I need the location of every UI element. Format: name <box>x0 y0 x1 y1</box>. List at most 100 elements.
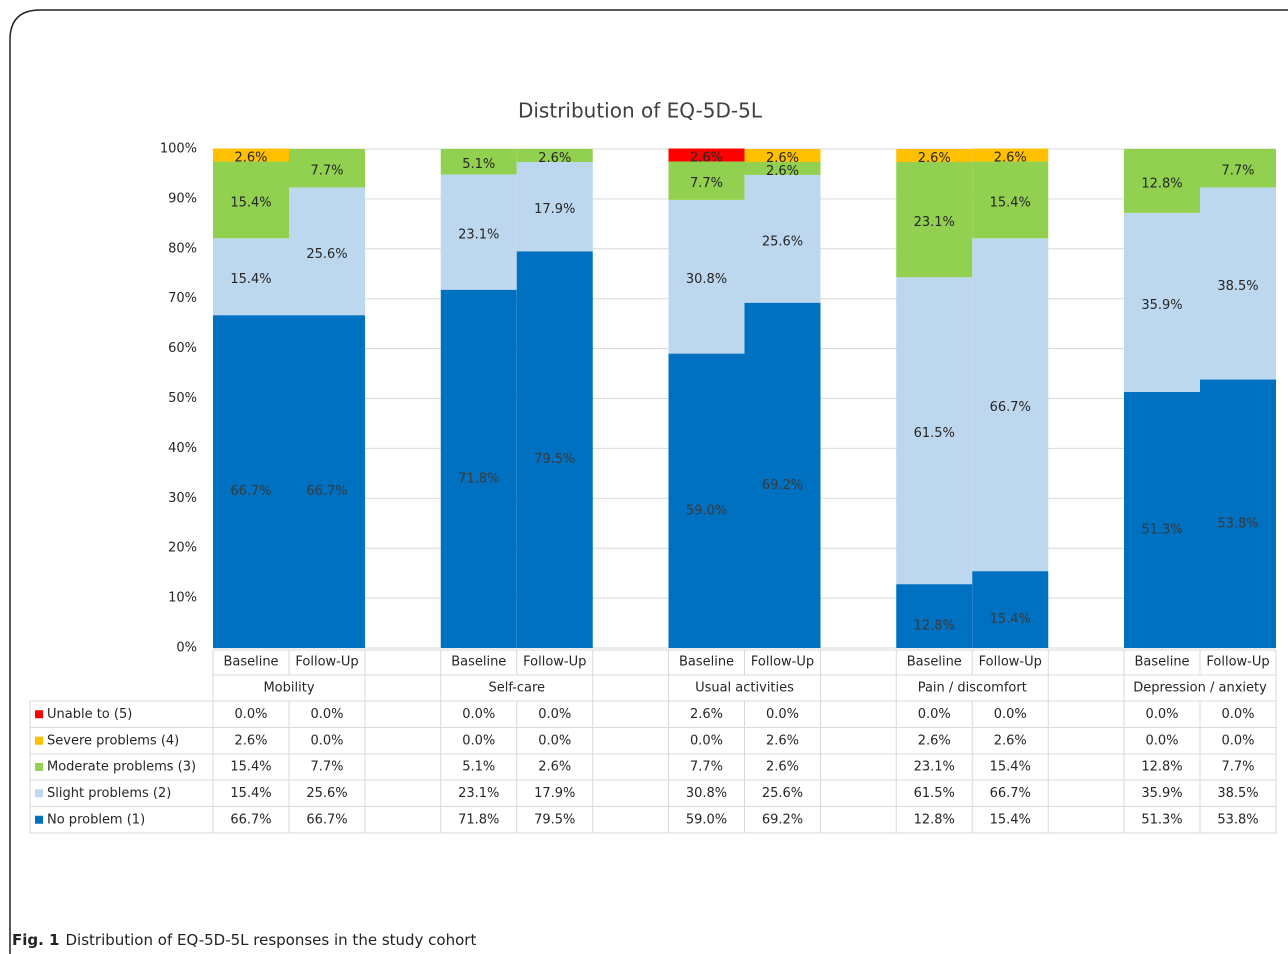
table-cell: 61.5% <box>914 786 955 801</box>
data-label: 7.7% <box>1221 164 1254 179</box>
bar-segment <box>1200 379 1276 648</box>
bar-segment <box>972 238 1049 572</box>
table-cell: 51.3% <box>1141 812 1182 827</box>
data-label: 7.7% <box>310 164 343 179</box>
data-label: 38.5% <box>1217 279 1258 294</box>
table-cell: 25.6% <box>306 786 347 801</box>
data-label: 2.6% <box>994 150 1027 165</box>
bar-segment <box>744 302 821 648</box>
table-cell: 12.8% <box>914 812 955 827</box>
table-cell: 0.0% <box>538 707 571 722</box>
data-label: 12.8% <box>1141 176 1182 191</box>
bar-segment <box>896 277 973 585</box>
group-label: Usual activities <box>695 681 794 696</box>
data-label: 71.8% <box>458 471 499 486</box>
legend-label: Slight problems (2) <box>47 786 171 801</box>
data-label: 69.2% <box>762 478 803 493</box>
table-cell: 79.5% <box>534 812 575 827</box>
bar-segment <box>1124 392 1200 648</box>
data-label: 35.9% <box>1141 298 1182 313</box>
table-cell: 59.0% <box>686 812 727 827</box>
bar-segment <box>744 149 821 162</box>
table-cell: 30.8% <box>686 786 727 801</box>
table-cell: 0.0% <box>310 733 343 748</box>
y-tick-label: 60% <box>168 341 197 356</box>
table-cell: 66.7% <box>230 812 271 827</box>
table-cell: 38.5% <box>1217 786 1258 801</box>
data-label: 15.4% <box>990 195 1031 210</box>
legend-swatch <box>35 789 43 798</box>
bar-segment <box>972 161 1049 239</box>
bar-segment <box>1124 149 1200 213</box>
table-cell: 7.7% <box>690 760 723 775</box>
data-label: 30.8% <box>686 272 727 287</box>
y-tick-label: 10% <box>168 591 197 606</box>
table-cell: 7.7% <box>1221 760 1254 775</box>
table-cell: 0.0% <box>766 707 799 722</box>
data-label: 79.5% <box>534 452 575 467</box>
y-tick-label: 80% <box>168 241 197 256</box>
table-cell: 2.6% <box>918 733 951 748</box>
data-label: 53.8% <box>1217 516 1258 531</box>
caption-label: Fig. 1 <box>12 931 59 949</box>
x-tick-label: Follow-Up <box>523 655 586 670</box>
table-cell: 25.6% <box>762 786 803 801</box>
data-label: 66.7% <box>306 484 347 499</box>
frame <box>9 9 1288 954</box>
legend-label: Unable to (5) <box>47 707 132 722</box>
legend-swatch <box>35 736 43 745</box>
bar-segment <box>213 161 289 239</box>
table-cell: 0.0% <box>310 707 343 722</box>
data-label: 66.7% <box>230 484 271 499</box>
data-label: 2.6% <box>918 151 951 166</box>
x-tick-label: Baseline <box>679 655 734 670</box>
data-label: 2.6% <box>766 164 799 179</box>
data-label: 25.6% <box>762 234 803 249</box>
bar-segment <box>516 161 593 252</box>
data-label: 15.4% <box>990 612 1031 627</box>
legend-label: Moderate problems (3) <box>47 760 196 775</box>
table-cell: 2.6% <box>690 707 723 722</box>
table-cell: 0.0% <box>1221 733 1254 748</box>
data-label: 51.3% <box>1141 523 1182 538</box>
table-cell: 0.0% <box>994 707 1027 722</box>
bar-segment <box>1124 212 1200 393</box>
caption-text: Distribution of EQ-5D-5L responses in th… <box>65 931 476 949</box>
data-label: 15.4% <box>230 272 271 287</box>
y-tick-label: 40% <box>168 441 197 456</box>
table-cell: 69.2% <box>762 812 803 827</box>
table-cell: 53.8% <box>1217 812 1258 827</box>
x-tick-label: Baseline <box>451 655 506 670</box>
table-cell: 66.7% <box>990 786 1031 801</box>
bar-segment <box>668 353 745 648</box>
data-label: 2.6% <box>234 150 267 165</box>
table-cell: 0.0% <box>234 707 267 722</box>
data-label: 61.5% <box>914 426 955 441</box>
y-tick-label: 70% <box>168 291 197 306</box>
bar-segment <box>896 161 973 278</box>
bar-segment <box>516 149 593 162</box>
group-label: Self-care <box>488 681 545 696</box>
data-label: 25.6% <box>306 247 347 262</box>
table-cell: 2.6% <box>766 760 799 775</box>
table-cell: 0.0% <box>462 707 495 722</box>
bar-segment <box>516 251 593 649</box>
group-label: Depression / anxiety <box>1133 681 1267 696</box>
x-tick-label: Baseline <box>223 655 278 670</box>
bar-segment <box>668 148 745 162</box>
table-cell: 7.7% <box>310 760 343 775</box>
data-label: 23.1% <box>458 228 499 243</box>
table-cell: 2.6% <box>538 760 571 775</box>
bar-segment <box>440 174 517 290</box>
table-cell: 5.1% <box>462 760 495 775</box>
bar-segment <box>289 149 365 188</box>
table-cell: 35.9% <box>1141 786 1182 801</box>
group-label: Mobility <box>263 681 314 696</box>
bar-segment <box>440 289 517 648</box>
legend-swatch <box>35 710 43 719</box>
table-cell: 0.0% <box>538 733 571 748</box>
x-tick-label: Baseline <box>1134 655 1189 670</box>
chart-title: Distribution of EQ-5D-5L <box>518 99 763 123</box>
data-label: 23.1% <box>914 215 955 230</box>
